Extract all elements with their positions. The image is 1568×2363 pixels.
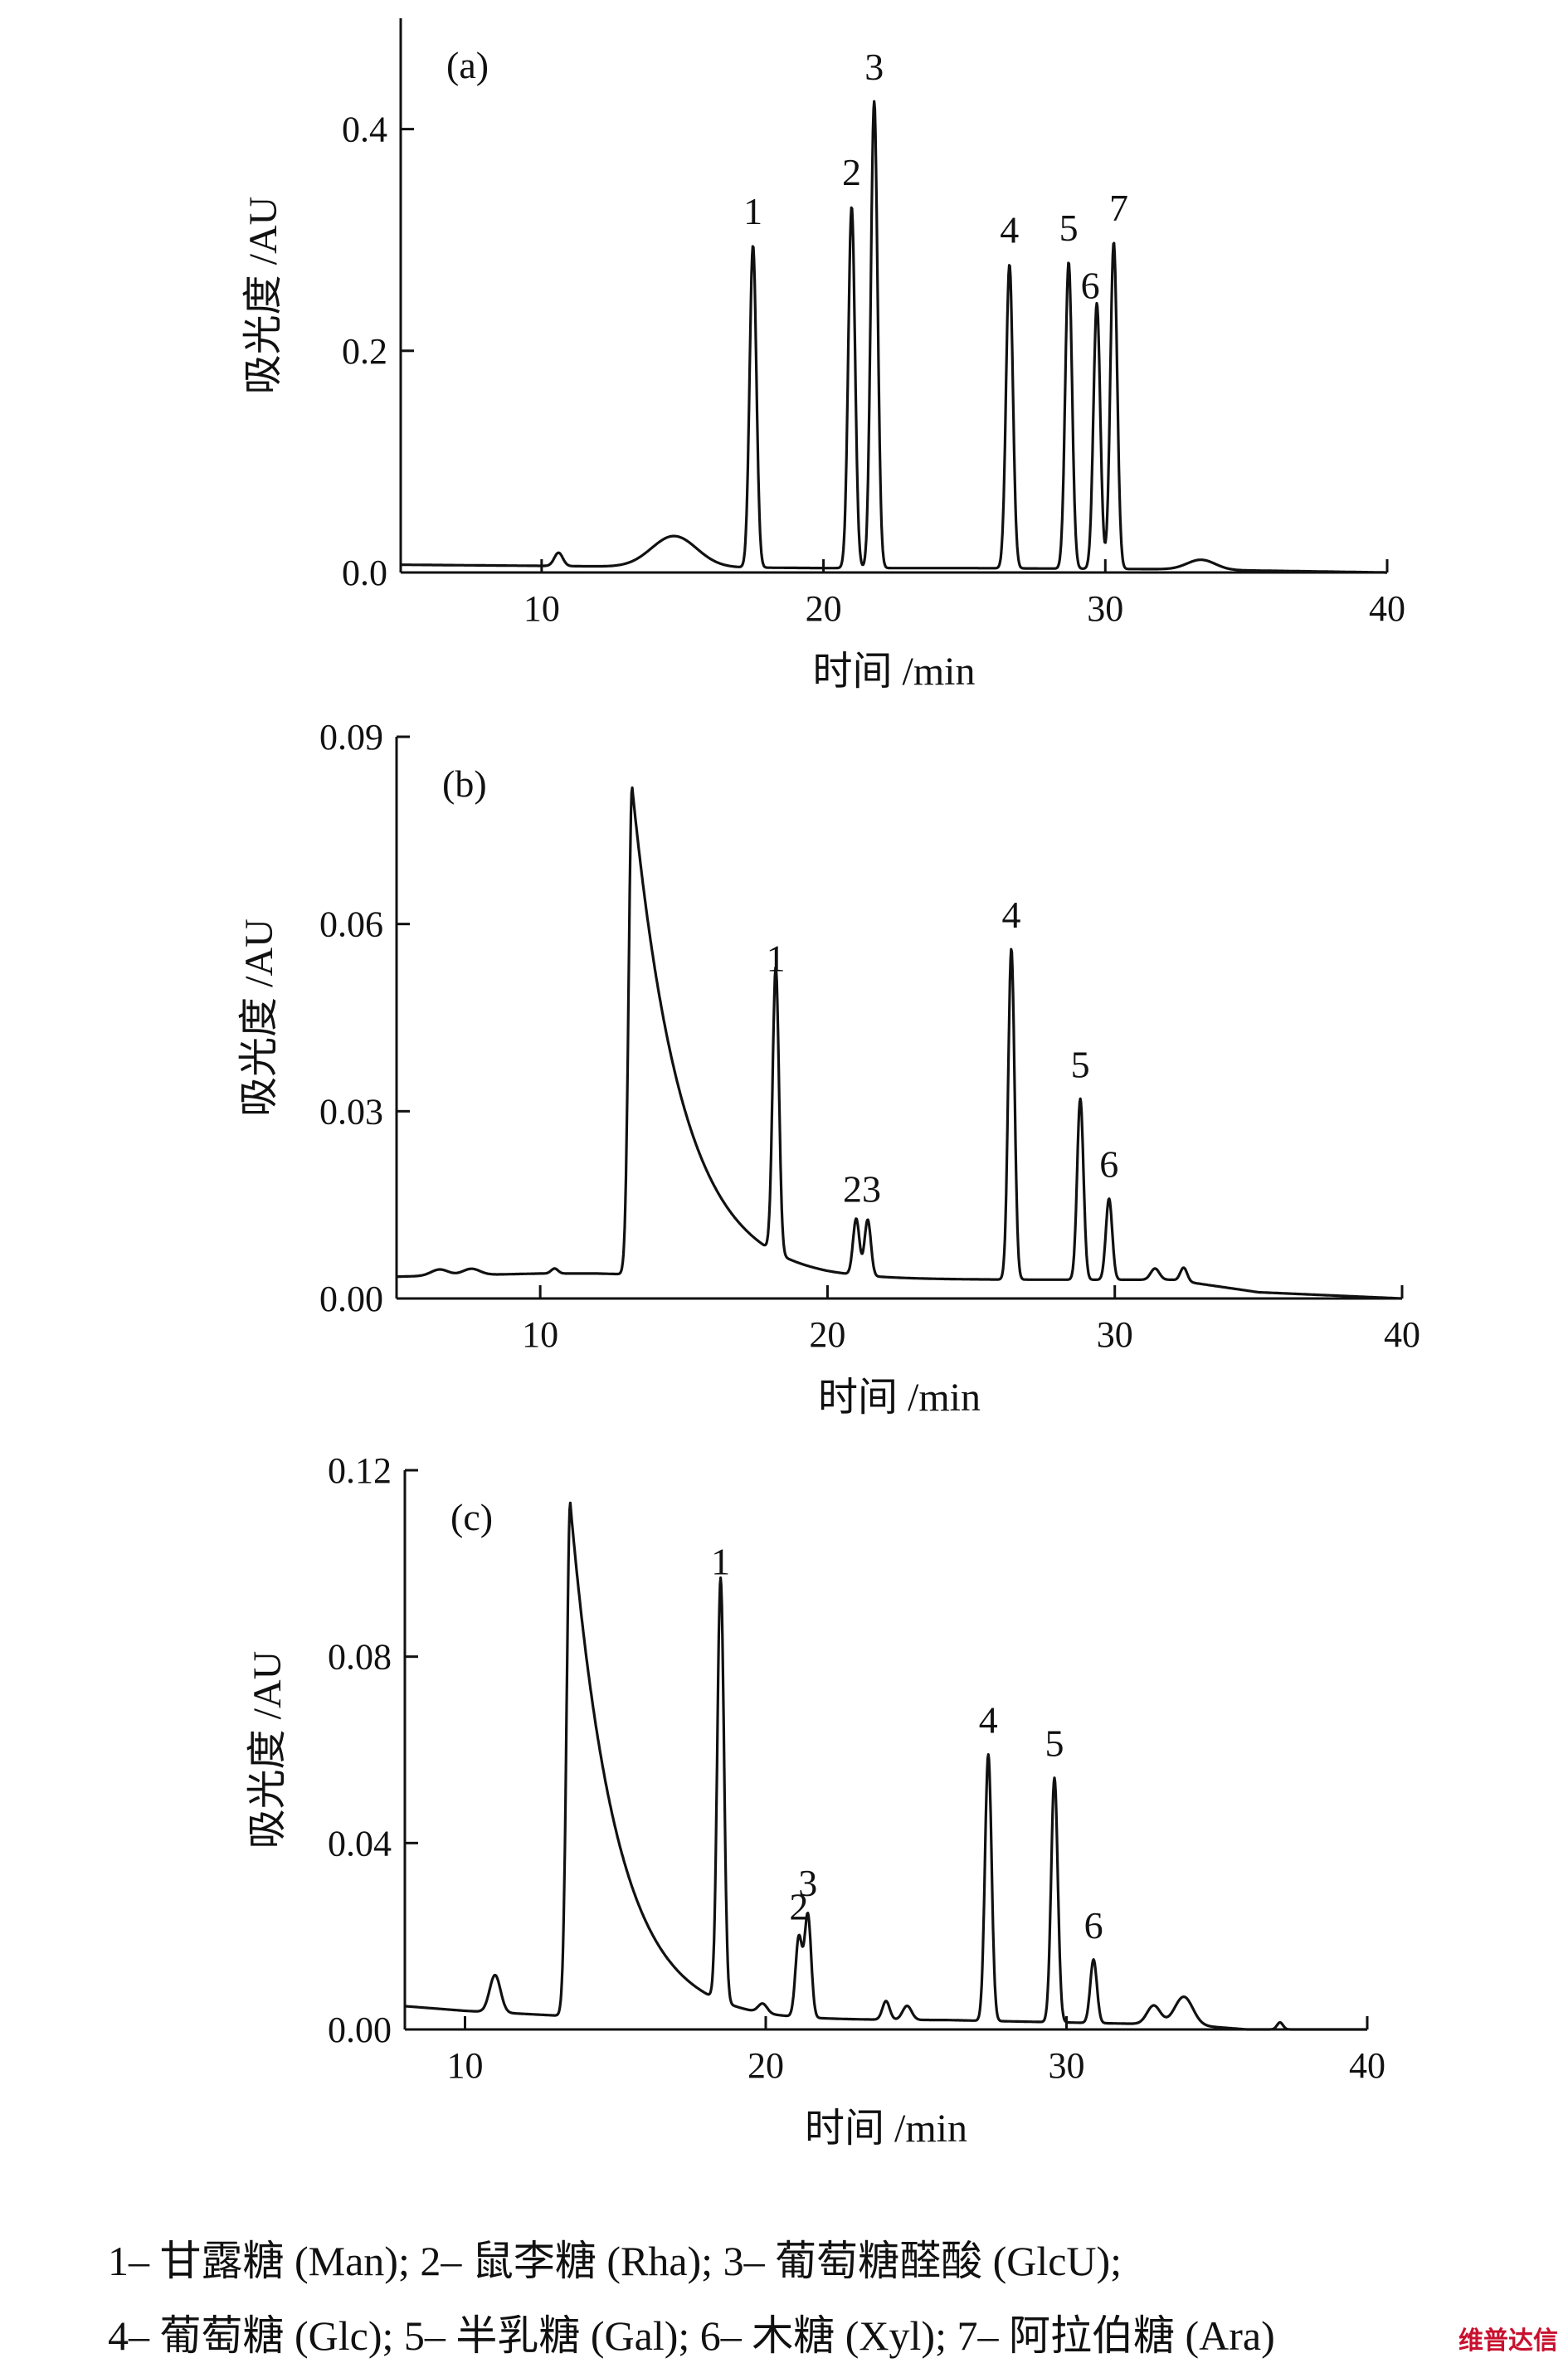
- y-axis-title: 吸光度 /AU: [237, 918, 281, 1117]
- chromatogram-trace: [400, 100, 1388, 574]
- y-tick-label: 0.4: [342, 110, 387, 150]
- y-tick-label: 0.03: [319, 1091, 383, 1132]
- y-tick-label: 0.06: [319, 904, 383, 945]
- watermark-logo: 维普达信: [1458, 2326, 1558, 2356]
- y-tick-label: 0.04: [328, 1823, 392, 1864]
- peak-label: 6: [1081, 264, 1100, 306]
- y-axis-title: 吸光度 /AU: [241, 197, 285, 395]
- x-tick-label: 40: [1369, 588, 1405, 629]
- x-tick-label: 10: [522, 1314, 558, 1355]
- x-tick-label: 20: [806, 588, 842, 629]
- y-tick-label: 0.09: [319, 717, 383, 758]
- panel-label: (b): [442, 762, 487, 805]
- y-tick-label: 0.00: [319, 1279, 383, 1319]
- x-tick-label: 30: [1097, 1314, 1133, 1355]
- x-tick-label: 30: [1087, 588, 1123, 629]
- x-axis-title: 时间 /min: [812, 650, 975, 694]
- peak-label: 1: [711, 1541, 730, 1583]
- y-tick-label: 0.0: [342, 553, 387, 593]
- legend-line-1: 1– 甘露糖 (Man); 2– 鼠李糖 (Rha); 3– 葡萄糖醛酸 (Gl…: [108, 2238, 1122, 2284]
- peak-label: 1: [767, 937, 786, 979]
- peak-label: 4: [979, 1699, 998, 1742]
- x-axis-title: 时间 /min: [805, 2107, 967, 2151]
- y-tick-label: 0.12: [328, 1450, 392, 1491]
- peak-label: 5: [1071, 1043, 1090, 1085]
- peak-label: 4: [1000, 209, 1019, 251]
- peak-label: 5: [1059, 207, 1079, 249]
- x-tick-label: 20: [809, 1314, 845, 1355]
- x-axis-title: 时间 /min: [818, 1376, 981, 1420]
- x-tick-label: 40: [1349, 2045, 1385, 2086]
- peak-label: 4: [1002, 894, 1021, 936]
- panel-label: (c): [450, 1496, 493, 1538]
- y-tick-label: 0.2: [342, 331, 387, 372]
- y-tick-label: 0.00: [328, 2010, 392, 2050]
- peak-label: 23: [843, 1168, 881, 1211]
- chromatogram-panel-a: 10 20 30 40 0.0 0.2 0.4 时间 /min 吸光度 /AU (a) 1 2 3 4 56…: [241, 18, 1405, 694]
- chromatogram-panel-c: 10 20 30 40 0.00 0.04 0.08 0.12 时间 /min 吸光度 /AU (c…: [246, 1450, 1385, 2151]
- chromatogram-trace: [404, 1501, 1368, 2031]
- chromatogram-panel-b: 10 20 30 40 0.00 0.03 0.06 0.09 时间 /min 吸光度 /AU (b…: [237, 717, 1420, 1420]
- panel-label: (a): [446, 44, 489, 86]
- peak-label: 3: [864, 46, 884, 88]
- chromatogram-trace: [396, 786, 1403, 1300]
- x-tick-label: 30: [1049, 2045, 1085, 2086]
- x-tick-label: 20: [747, 2045, 784, 2086]
- x-tick-label: 40: [1384, 1314, 1420, 1355]
- x-tick-label: 10: [447, 2045, 484, 2086]
- y-tick-label: 0.08: [328, 1637, 392, 1678]
- peak-label: 2: [789, 1885, 808, 1927]
- y-axis-title: 吸光度 /AU: [246, 1651, 290, 1849]
- peak-label: 5: [1045, 1722, 1064, 1765]
- peak-label: 6: [1084, 1904, 1103, 1946]
- x-tick-label: 10: [523, 588, 560, 629]
- peak-label: 7: [1109, 187, 1128, 229]
- peak-label: 2: [842, 151, 861, 193]
- peak-label: 1: [743, 190, 762, 232]
- peak-label: 3: [798, 1862, 817, 1904]
- legend-line-2: 4– 葡萄糖 (Glc); 5– 半乳糖 (Gal); 6– 木糖 (Xyl);…: [108, 2312, 1275, 2359]
- peak-label: 6: [1099, 1143, 1118, 1186]
